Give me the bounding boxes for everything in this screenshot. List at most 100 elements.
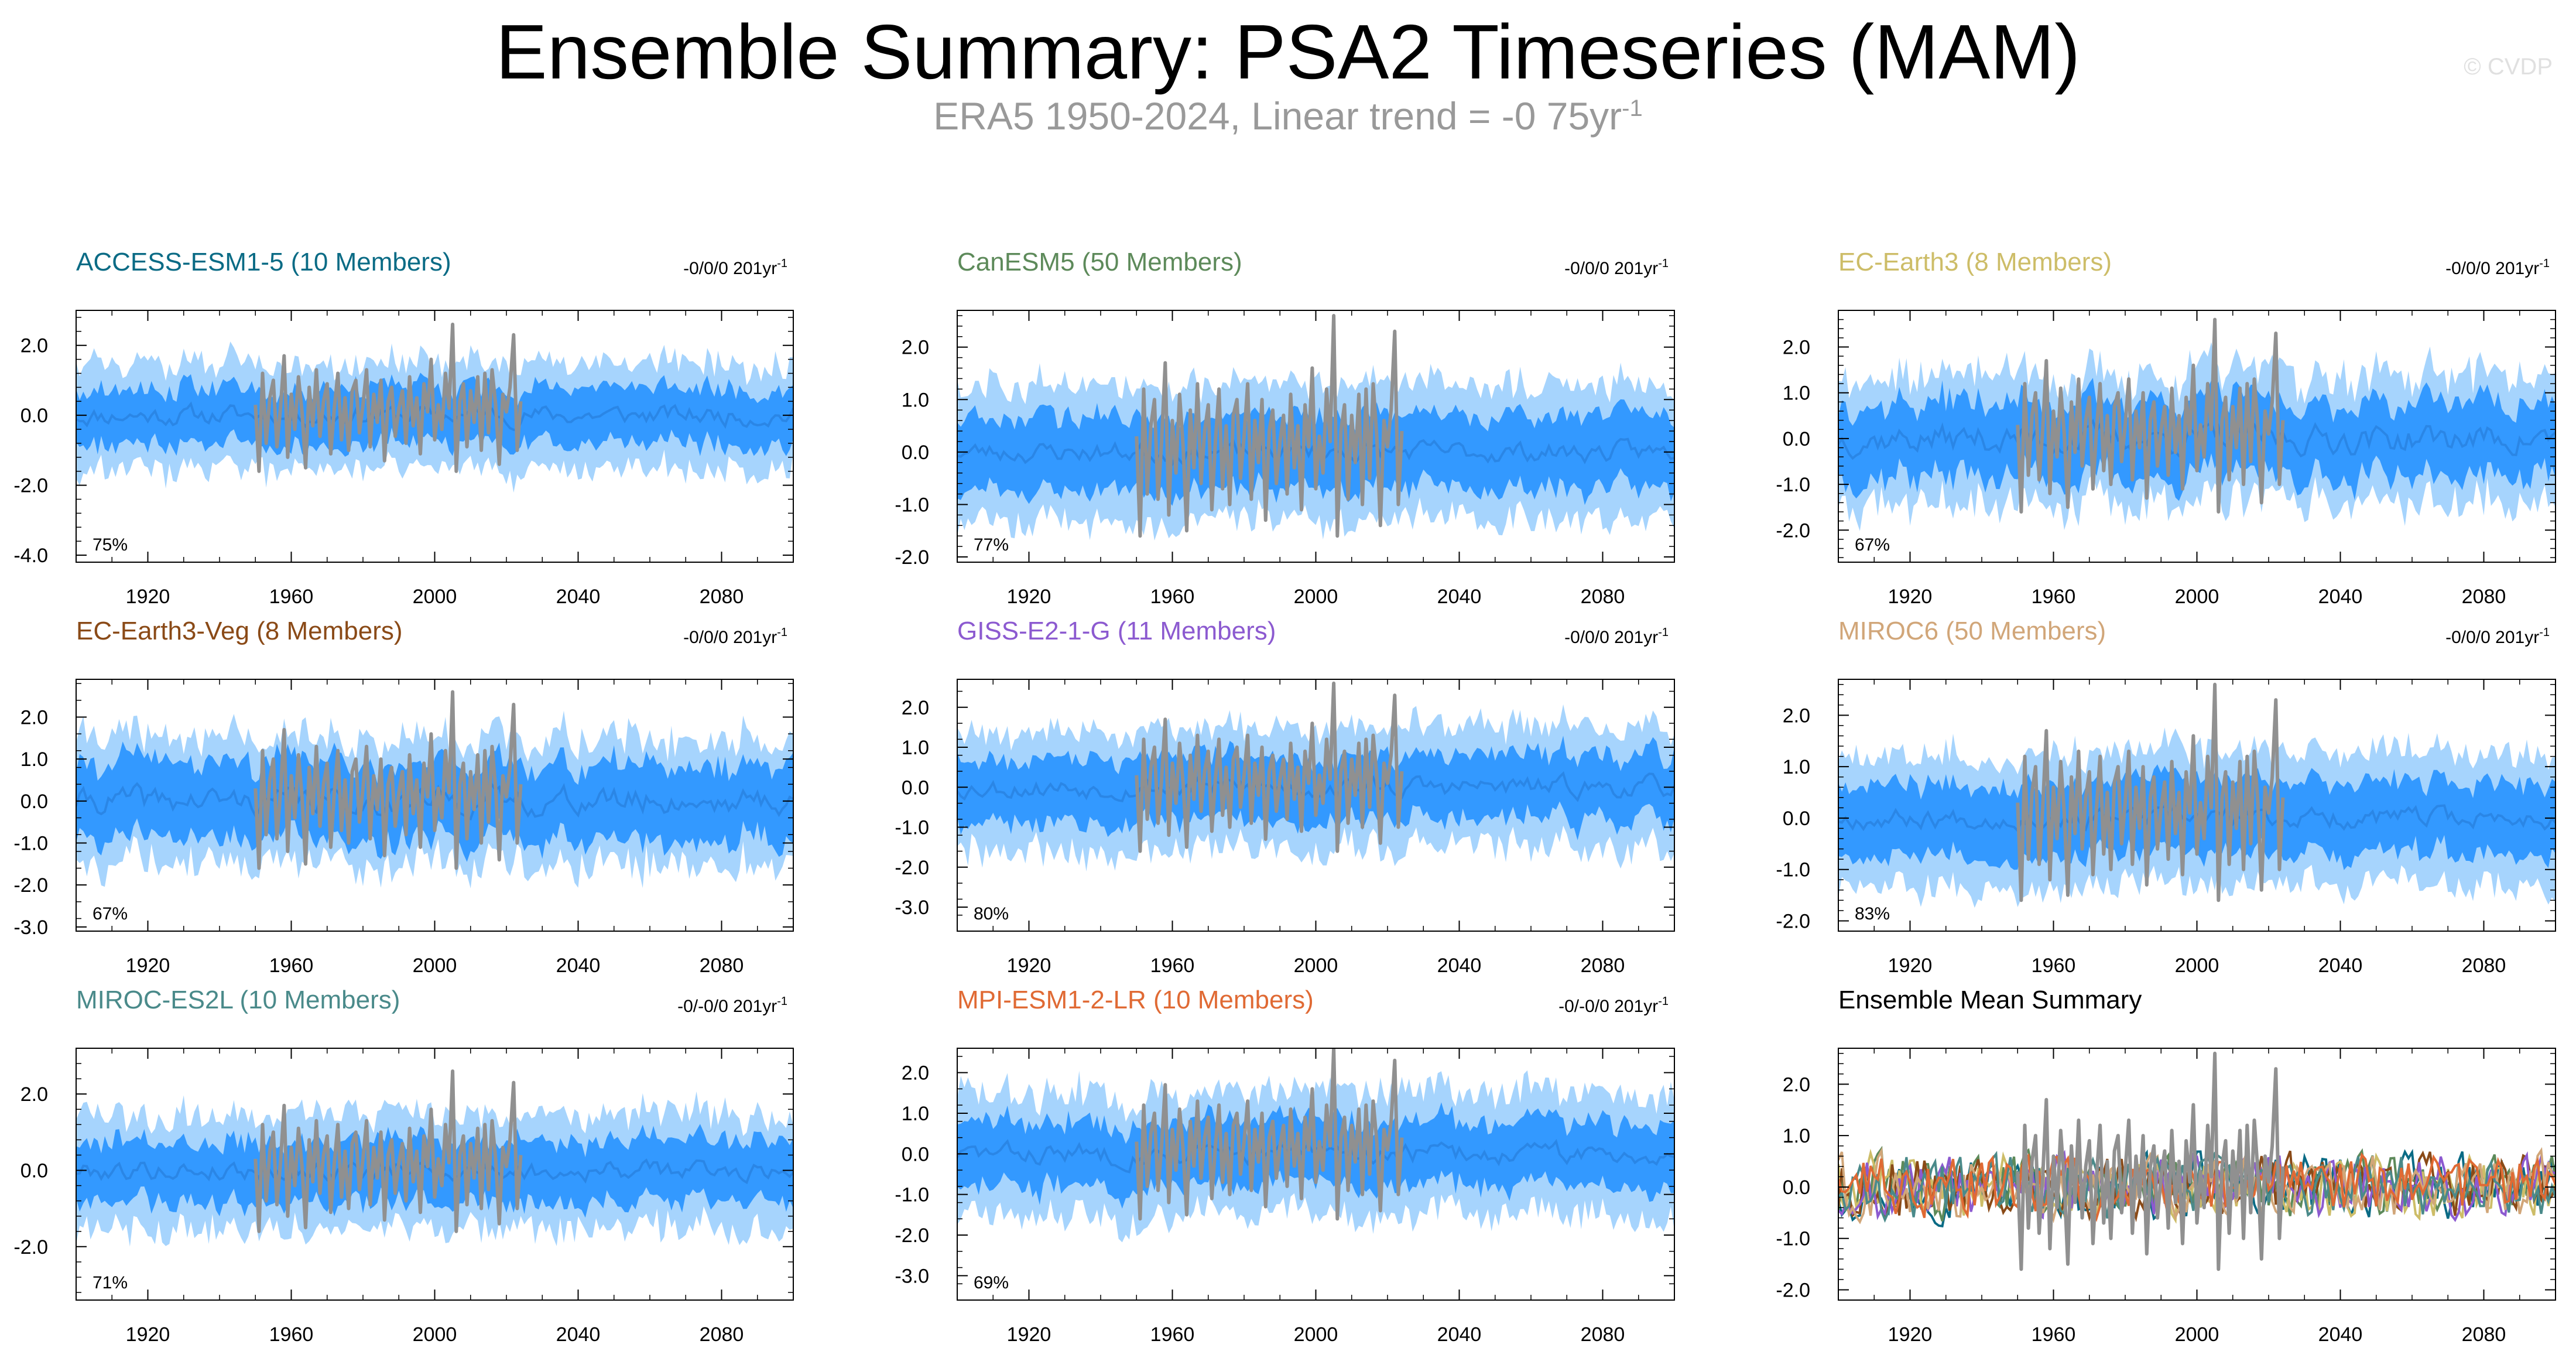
x-tick-label: 2080 <box>1581 1323 1625 1346</box>
trend-label: -0/0/0 201yr-1 <box>2445 626 2550 647</box>
trend-text: -0/0/0 201yr <box>2445 259 2539 278</box>
x-tick-label: 2080 <box>700 1323 744 1346</box>
model-mean-line-5 <box>1838 1150 2556 1222</box>
chart-panel-4: EC-Earth3-Veg (8 Members) -0/0/0 201yr-1 2… <box>13 617 794 977</box>
trend-label: -0/0/0 201yr-1 <box>1564 626 1669 647</box>
plot-area <box>1838 317 2556 531</box>
percent-label: 75% <box>93 535 128 555</box>
x-tick-label: 2080 <box>1581 955 1625 977</box>
subtitle-exponent: -1 <box>1622 95 1643 121</box>
trend-text: -0/-0/0 201yr <box>677 997 777 1016</box>
y-tick-label: 0.0 <box>1783 1177 1810 1199</box>
x-tick-label: 1960 <box>269 586 314 608</box>
y-tick-label: -1.0 <box>1776 1228 1810 1250</box>
y-tick-label: -1.0 <box>13 833 48 855</box>
observations-line <box>2016 1051 2285 1271</box>
x-tick-label: 2000 <box>1294 586 1338 608</box>
x-tick-label: 1960 <box>1150 955 1195 977</box>
x-tick-label: 1960 <box>269 955 314 977</box>
x-tick-label: 2040 <box>556 1323 601 1346</box>
y-tick-label: 0.0 <box>902 442 929 464</box>
x-tick-label: 2080 <box>2462 586 2506 608</box>
percent-label: 69% <box>974 1273 1009 1292</box>
chart-panel-3: EC-Earth3 (8 Members) -0/0/0 201yr-1 2.0 1.… <box>1776 248 2556 608</box>
y-tick-label: 2.0 <box>20 1083 48 1106</box>
y-tick-label: -3.0 <box>895 897 929 919</box>
y-tick-label: -2.0 <box>895 546 929 569</box>
y-tick-label: 0.0 <box>20 791 48 813</box>
y-tick-label: 2.0 <box>1783 704 1810 727</box>
x-tick-label: 1920 <box>1007 586 1051 608</box>
y-tick-label: 1.0 <box>902 389 929 411</box>
percent-label: 77% <box>974 535 1009 555</box>
trend-label: -0/0/0 201yr-1 <box>1564 257 1669 278</box>
y-tick-label: 1.0 <box>1783 1125 1810 1147</box>
percent-label: 83% <box>1855 904 1890 924</box>
trend-exponent: -1 <box>777 257 787 270</box>
x-tick-label: 1960 <box>2032 586 2076 608</box>
y-tick-label: 1.0 <box>1783 756 1810 778</box>
y-tick-label: -4.0 <box>13 545 48 567</box>
chart-panel-7: MIROC-ES2L (10 Members) -0/-0/0 201yr-1 2.… <box>13 986 794 1346</box>
percent-label: 71% <box>93 1273 128 1292</box>
y-tick-label: 1.0 <box>902 1103 929 1125</box>
x-tick-label: 2040 <box>1437 586 1482 608</box>
x-tick-label: 2040 <box>556 955 601 977</box>
y-tick-label: 0.0 <box>902 1143 929 1165</box>
plot-area <box>1838 682 2556 908</box>
y-tick-label: 1.0 <box>902 737 929 759</box>
x-tick-label: 1920 <box>1007 955 1051 977</box>
y-tick-label: -1.0 <box>895 494 929 516</box>
trend-label: -0/-0/0 201yr-1 <box>677 995 787 1016</box>
panel-title: EC-Earth3 (8 Members) <box>1838 248 2112 276</box>
observations-line <box>1135 314 1404 538</box>
x-tick-label: 2080 <box>2462 955 2506 977</box>
panel-title: Ensemble Mean Summary <box>1838 986 2142 1014</box>
x-tick-label: 2000 <box>1294 1323 1338 1346</box>
trend-text: -0/0/0 201yr <box>683 628 777 647</box>
observations-line <box>254 690 523 870</box>
observations-line <box>1135 681 1404 853</box>
observations-line <box>2016 682 2285 902</box>
panel-title: MPI-ESM1-2-LR (10 Members) <box>957 986 1314 1014</box>
panel-title: ACCESS-ESM1-5 (10 Members) <box>76 248 451 276</box>
percent-label: 67% <box>93 904 128 924</box>
x-tick-label: 1920 <box>1007 1323 1051 1346</box>
subtitle-text: ERA5 1950-2024, Linear trend = -0 75yr <box>933 94 1622 138</box>
watermark: © CVDP <box>2464 54 2553 80</box>
y-tick-label: -1.0 <box>895 817 929 839</box>
x-tick-label: 2000 <box>413 586 457 608</box>
chart-panel-9: Ensemble Mean Summary 2.0 1.0 0.0 -1.0 -2.0 19… <box>1776 986 2556 1346</box>
x-tick-label: 2040 <box>2318 586 2363 608</box>
trend-exponent: -1 <box>1658 257 1669 270</box>
x-tick-label: 2080 <box>700 955 744 977</box>
plot-area <box>1838 1051 2556 1271</box>
x-tick-label: 2040 <box>2318 1323 2363 1346</box>
trend-text: -0/0/0 201yr <box>1564 628 1658 647</box>
plot-area <box>76 322 793 493</box>
chart-panel-5: GISS-E2-1-G (11 Members) -0/0/0 201yr-1 2.… <box>895 617 1675 977</box>
y-tick-label: 2.0 <box>902 697 929 719</box>
x-tick-label: 2000 <box>2175 1323 2219 1346</box>
x-tick-label: 2000 <box>413 955 457 977</box>
y-tick-label: 1.0 <box>1783 382 1810 405</box>
observations-line <box>1135 1048 1404 1221</box>
plot-area <box>76 690 793 888</box>
trend-label: -0/0/0 201yr-1 <box>683 257 787 278</box>
panel-title: MIROC6 (50 Members) <box>1838 617 2106 645</box>
percent-label: 80% <box>974 904 1009 924</box>
percent-label: 67% <box>1855 535 1890 555</box>
x-tick-label: 2040 <box>2318 955 2363 977</box>
y-tick-label: -2.0 <box>13 475 48 497</box>
y-tick-label: -2.0 <box>13 874 48 897</box>
x-tick-label: 2080 <box>2462 1323 2506 1346</box>
y-tick-label: -2.0 <box>895 857 929 879</box>
y-tick-label: -2.0 <box>1776 1279 1810 1301</box>
y-tick-label: 2.0 <box>902 337 929 359</box>
y-tick-label: 0.0 <box>20 1160 48 1182</box>
panel-title: GISS-E2-1-G (11 Members) <box>957 617 1276 645</box>
y-tick-label: -2.0 <box>13 1236 48 1258</box>
trend-exponent: -1 <box>2539 626 2550 639</box>
x-tick-label: 1960 <box>269 1323 314 1346</box>
